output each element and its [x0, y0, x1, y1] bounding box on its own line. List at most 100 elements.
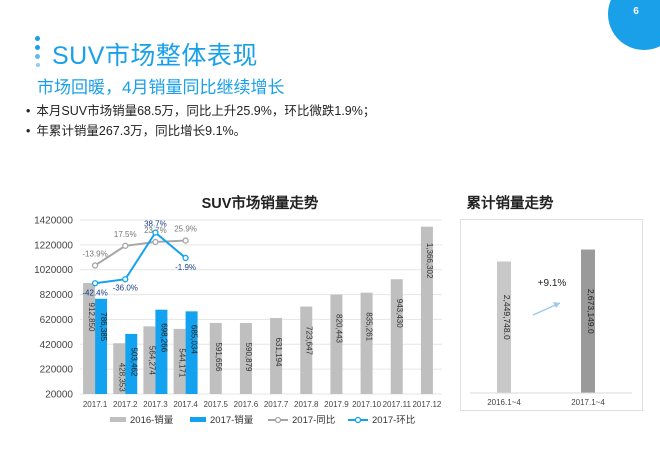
yoy-point	[91, 262, 99, 269]
legend-marker-yoy	[274, 416, 282, 424]
x-tick-label: 2017.7	[264, 400, 289, 409]
mom-point	[91, 280, 99, 287]
x-tick-label: 2017.11	[383, 400, 412, 409]
bar-2016-value-label: 835,261	[365, 312, 374, 341]
growth-label: +9.1%	[538, 278, 567, 289]
bar-2016-value-label: 820,443	[334, 314, 343, 343]
x-tick-label: 2017.9	[324, 400, 349, 409]
bar-2016-value-label: 544,171	[178, 348, 187, 377]
bar-2017-value-label: 698,266	[159, 323, 168, 352]
y-tick-label: 1020000	[34, 265, 73, 276]
bar-2017-value-label: 685,034	[190, 325, 199, 354]
bar-2017	[185, 311, 198, 394]
y-tick-label: 220000	[40, 365, 74, 376]
cumulative-bar-value-label: 2,449,748.0	[502, 295, 512, 340]
x-tick-label: 2017.1	[83, 400, 108, 409]
bar-2016	[390, 279, 403, 394]
x-tick-label: 2017.10	[352, 400, 381, 409]
yoy-value-label: -13.9%	[82, 249, 107, 258]
page-subtitle: 市场回暖，4月销量同比继续增长	[37, 78, 285, 97]
mom-point	[122, 276, 129, 283]
bar-2016	[330, 294, 343, 394]
x-tick-label: 2017.12	[412, 400, 441, 409]
x-tick-label: 2017.8	[294, 400, 319, 409]
yoy-value-label: 25.9%	[174, 225, 197, 234]
title-dot-decoration	[35, 54, 40, 59]
bar-2016	[239, 323, 252, 394]
mom-value-label: 38.7%	[144, 220, 167, 229]
title-dot-decoration	[35, 63, 40, 67]
bar-2016	[83, 283, 96, 394]
bar-2016-value-label: 723,647	[304, 326, 313, 355]
bar-2016	[173, 328, 186, 394]
mom-point	[182, 254, 189, 262]
x-tick-label: 2017.5	[204, 400, 229, 409]
bar-2016	[300, 306, 313, 394]
bar-2016	[113, 343, 126, 394]
bar-2016-value-label: 1,366,302	[425, 243, 434, 279]
y-tick-label: 820000	[40, 290, 74, 301]
legend-label-yoy: 2017-同比	[292, 414, 335, 426]
cumulative-bar	[497, 261, 511, 393]
bar-2017-value-label: 786,385	[99, 312, 108, 341]
bar-2016-value-label: 591,656	[214, 342, 223, 371]
title-dot-decoration	[35, 36, 40, 41]
bar-2016-value-label: 564,274	[147, 346, 156, 375]
y-tick-label: 1220000	[34, 240, 73, 251]
bullet-item: • 本月SUV市场销量68.5万，同比上升25.9%，环比微跌1.9%；	[26, 104, 376, 118]
y-tick-label: 20000	[45, 390, 73, 401]
bar-2016-value-label: 428,353	[117, 363, 126, 392]
cumulative-bar	[581, 249, 595, 393]
bar-2017	[95, 298, 108, 394]
bar-2016	[209, 322, 222, 394]
mom-value-label: -42.4%	[82, 288, 107, 297]
yoy-value-label: 17.5%	[114, 230, 137, 239]
bar-2016	[143, 326, 156, 394]
bar-2016	[270, 318, 283, 394]
legend-marker-mom	[354, 416, 362, 424]
growth-arrow-head-icon	[553, 302, 560, 308]
legend-swatch-2016	[110, 417, 126, 422]
yoy-line	[94, 239, 186, 267]
bar-2016-value-label: 631,194	[274, 338, 283, 367]
bar-2016	[360, 292, 373, 394]
cumulative-x-tick-label: 2017.1~4	[571, 398, 605, 407]
bullet-dot-icon: •	[26, 124, 31, 138]
page-title: SUV市场整体表现	[52, 42, 258, 70]
x-tick-label: 2017.4	[173, 400, 198, 409]
bar-2016-value-label: 912,850	[87, 303, 96, 332]
legend-label-2016: 2016-销量	[130, 414, 174, 426]
mom-value-label: -1.9%	[175, 263, 196, 272]
yoy-point	[122, 242, 129, 249]
x-tick-label: 2017.2	[113, 400, 138, 409]
y-tick-label: 420000	[40, 340, 74, 351]
legend-label-mom: 2017-环比	[372, 414, 415, 426]
yoy-point	[152, 238, 159, 246]
bar-2017-value-label: 503,462	[129, 347, 138, 376]
mom-point	[152, 229, 159, 236]
bar-2017	[125, 333, 138, 394]
bullet-item: • 年累计销量267.3万，同比增长9.1%。	[26, 124, 247, 138]
cumulative-chart-title: 累计销量走势	[466, 196, 554, 212]
bar-2016	[420, 226, 433, 394]
bar-2017	[155, 309, 168, 394]
cumulative-x-tick-label: 2016.1~4	[487, 398, 521, 407]
cumulative-bar-value-label: 2,673,149.0	[586, 289, 596, 334]
cumulative-chart-frame	[460, 219, 643, 411]
x-tick-label: 2017.3	[143, 400, 168, 409]
bar-2016-value-label: 943,430	[395, 299, 404, 328]
bar-2016-value-label: 590,879	[244, 343, 253, 372]
mom-line	[94, 231, 187, 285]
mom-value-label: -36.0%	[113, 283, 138, 292]
yoy-point	[182, 237, 189, 244]
trend-chart-title: SUV市场销量走势	[201, 196, 319, 212]
y-tick-label: 620000	[40, 315, 74, 326]
bullet-dot-icon: •	[26, 104, 31, 118]
legend-label-2017: 2017-销量	[210, 414, 254, 426]
legend-swatch-2017	[190, 417, 206, 422]
page-number: 6	[633, 6, 639, 17]
title-dot-decoration	[35, 45, 40, 50]
y-tick-label: 1420000	[34, 216, 73, 227]
